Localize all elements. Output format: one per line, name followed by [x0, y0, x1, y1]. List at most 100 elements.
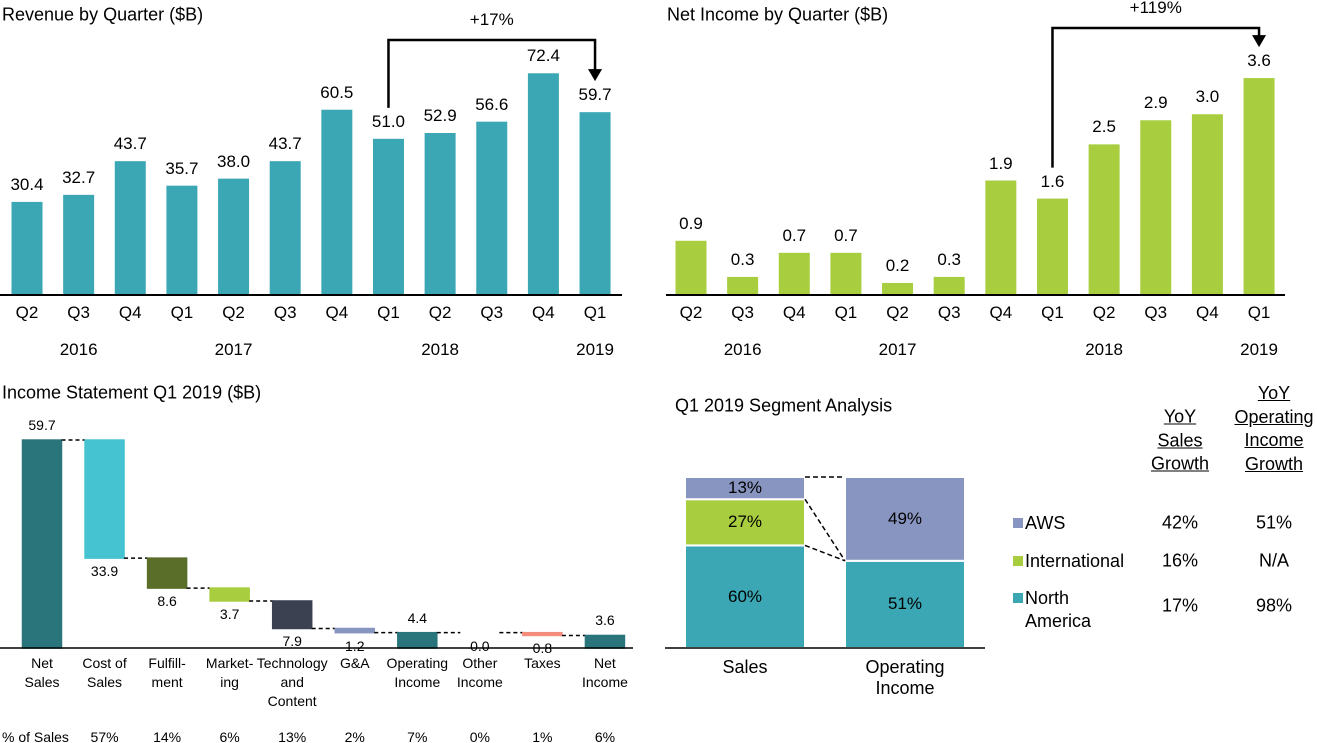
legend-swatch: [1013, 556, 1023, 566]
bar: [424, 132, 456, 295]
x-tick-label: Q1: [1247, 303, 1271, 323]
x-tick-label: Q1: [170, 303, 194, 323]
bar: [527, 73, 559, 296]
value-label: 0.3: [730, 250, 755, 270]
bar: [830, 252, 862, 295]
table-cell: 42%: [1161, 512, 1199, 533]
percent-label: 7%: [407, 728, 428, 743]
year-label: 2017: [878, 340, 917, 360]
x-tick-label: Q3: [731, 303, 754, 323]
waterfall-bar: [209, 587, 250, 602]
connector: [804, 498, 846, 562]
row-label: % of Sales: [2, 728, 69, 743]
x-tick-label: Cost of Sales: [82, 655, 127, 690]
table-cell: N/A: [1258, 550, 1290, 571]
x-tick-label: Q3: [273, 303, 297, 323]
bar: [933, 276, 965, 295]
x-tick-label: Q1: [583, 303, 607, 323]
value-label: 13%: [727, 478, 763, 498]
waterfall-bar: [522, 631, 563, 637]
x-tick-label: Q4: [532, 303, 555, 323]
percent-label: 6%: [594, 728, 616, 743]
bar: [778, 252, 810, 295]
bar: [675, 240, 707, 295]
x-tick-label: Q1: [377, 303, 400, 323]
percent-label: 0%: [469, 728, 490, 743]
waterfall-bar: [84, 439, 125, 559]
bar: [218, 178, 250, 295]
bar: [321, 109, 353, 295]
x-tick-label: Taxes: [524, 655, 561, 671]
legend-label: International: [1025, 551, 1125, 571]
value-label: 35.7: [165, 158, 199, 178]
value-label: 3.7: [219, 605, 240, 622]
annotation-bracket: [387, 38, 597, 108]
value-label: 0.8: [532, 640, 553, 657]
annotation-arrow: [1252, 35, 1267, 48]
value-label: 0.3: [937, 250, 962, 270]
x-tick-label: Operating Income: [386, 655, 449, 690]
chart-title: Q1 2019 Segment Analysis: [675, 395, 893, 416]
bar: [269, 161, 301, 295]
waterfall-bar: [21, 439, 63, 649]
year-label: 2018: [421, 340, 460, 360]
x-tick-label: Q2: [428, 303, 452, 323]
value-label: 59.7: [578, 85, 612, 105]
value-label: 30.4: [10, 175, 44, 195]
value-label: 27%: [727, 512, 763, 532]
value-label: 1.2: [345, 637, 365, 654]
stacked-bar: [844, 559, 966, 649]
table-cell: 17%: [1161, 595, 1199, 616]
percent-label: 14%: [153, 728, 182, 743]
x-tick-label: Technology and Content: [256, 655, 328, 709]
bar: [372, 138, 404, 295]
legend-label: North America: [1025, 588, 1092, 631]
x-tick-label: Fulfill- ment: [148, 655, 186, 690]
percent-label: 1%: [532, 728, 553, 743]
x-tick-label: Operating Income: [865, 657, 945, 698]
x-tick-label: Q4: [989, 303, 1013, 323]
x-tick-label: Market- ing: [205, 655, 254, 690]
annotation: +17%: [469, 10, 514, 30]
bar: [1191, 114, 1223, 295]
value-label: 3.6: [595, 612, 615, 629]
value-label: 60.5: [320, 82, 354, 102]
x-tick-label: Q1: [1041, 303, 1064, 323]
x-tick-label: Q2: [1092, 303, 1116, 323]
table-header: YoY Operating Income Growth: [1234, 383, 1314, 474]
value-label: 33.9: [90, 563, 119, 580]
waterfall-bar: [146, 557, 188, 589]
year-label: 2018: [1085, 340, 1124, 360]
chart-title: Income Statement Q1 2019 ($B): [2, 382, 262, 403]
value-label: 1.6: [1040, 171, 1065, 191]
bar: [727, 276, 759, 295]
year-label: 2019: [576, 340, 614, 360]
x-tick-label: G&A: [339, 655, 370, 671]
x-tick-label: Net Income: [581, 655, 628, 690]
value-label: 43.7: [268, 134, 302, 154]
chart-title: Net Income by Quarter ($B): [667, 4, 889, 25]
bar: [1140, 120, 1172, 296]
legend-swatch: [1013, 518, 1023, 528]
bar: [114, 161, 146, 295]
value-label: 51.0: [371, 112, 406, 132]
year-label: 2019: [1240, 340, 1278, 360]
value-label: 0.9: [679, 213, 703, 233]
percent-label: 57%: [90, 728, 119, 743]
percent-label: 6%: [219, 728, 240, 743]
year-label: 2017: [214, 340, 253, 360]
bar: [985, 180, 1017, 295]
value-label: 3.6: [1247, 51, 1271, 71]
annotation-bracket: [1051, 26, 1261, 168]
value-label: 4.4: [407, 609, 428, 626]
stacked-bar: [684, 498, 806, 547]
table-header: YoY Sales Growth: [1150, 406, 1210, 474]
waterfall-bar: [584, 634, 626, 649]
x-tick-label: Q2: [222, 303, 245, 323]
percent-label: 13%: [278, 728, 307, 743]
value-label: 72.4: [526, 46, 560, 66]
bar: [166, 185, 198, 295]
waterfall-bar: [397, 631, 438, 649]
legend-swatch: [1013, 593, 1023, 603]
